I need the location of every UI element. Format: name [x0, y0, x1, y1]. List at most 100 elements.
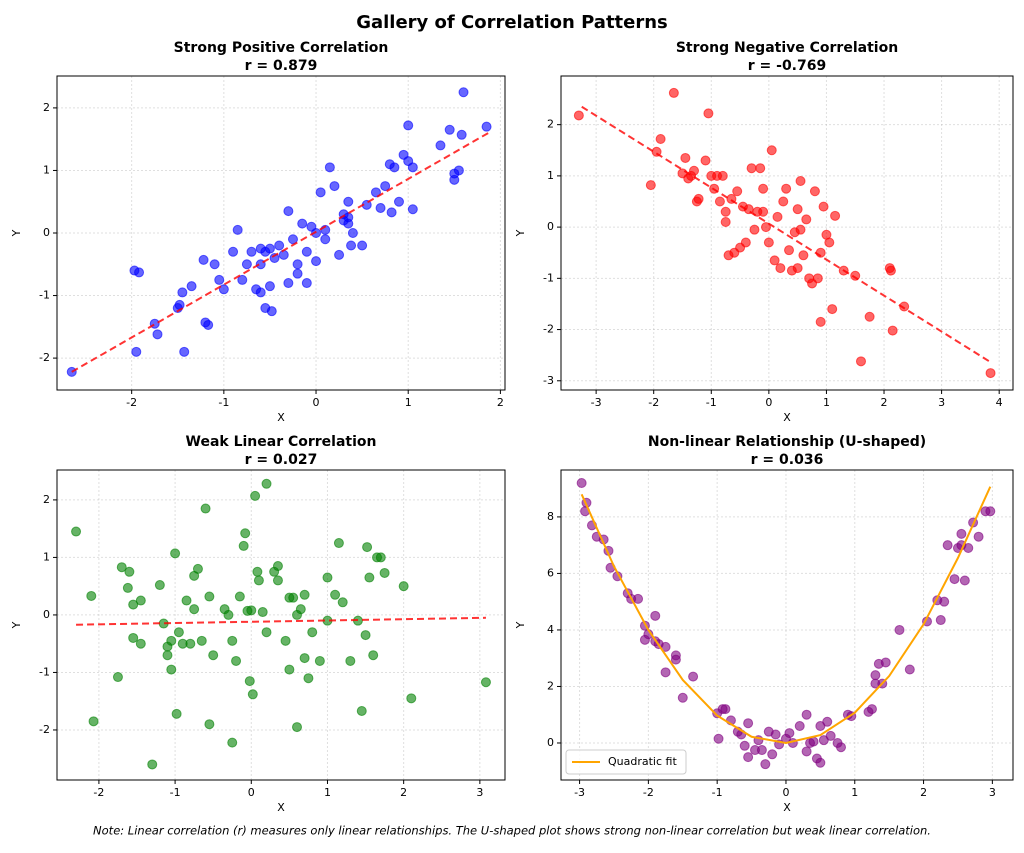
x-axis-label: X	[277, 801, 285, 814]
footnote: Note: Linear correlation (r) measures on…	[93, 824, 931, 838]
point	[449, 168, 460, 179]
x-tick-label: 2	[400, 786, 407, 799]
point	[760, 222, 771, 233]
point	[370, 187, 381, 198]
point	[714, 196, 725, 207]
point	[283, 278, 294, 289]
x-tick-label: 2	[881, 396, 888, 409]
point	[870, 670, 881, 681]
point	[315, 187, 326, 198]
point	[985, 506, 996, 517]
point	[162, 650, 173, 661]
point	[173, 627, 184, 638]
x-tick-label: 3	[938, 396, 945, 409]
y-tick-label: 4	[547, 623, 554, 636]
point	[770, 729, 781, 740]
y-tick-label: 2	[43, 101, 50, 114]
point	[836, 742, 847, 753]
point	[866, 704, 877, 715]
point	[292, 722, 302, 733]
x-tick-label: -2	[126, 396, 137, 409]
point	[407, 204, 418, 215]
y-tick-label: 1	[43, 550, 50, 563]
fit-line	[580, 486, 992, 745]
point	[775, 263, 786, 274]
point	[480, 677, 491, 688]
point	[825, 730, 836, 741]
point	[231, 655, 242, 666]
point	[700, 155, 711, 166]
point	[181, 595, 192, 606]
subplot-subtitle: r = -0.769	[748, 58, 826, 74]
point	[720, 206, 731, 217]
y-tick-label: 6	[547, 566, 554, 579]
x-tick-label: -1	[218, 396, 229, 409]
axes-frame	[560, 75, 1014, 391]
point	[795, 224, 806, 235]
subplot-subtitle: r = 0.879	[245, 58, 318, 74]
x-tick-label: 3	[476, 786, 483, 799]
point	[824, 237, 835, 248]
x-tick-label: -2	[643, 786, 654, 799]
subplot-subtitle: r = 0.036	[751, 452, 824, 468]
x-tick-label: 2	[920, 786, 927, 799]
point	[379, 567, 390, 578]
point	[203, 319, 214, 330]
point	[252, 566, 263, 577]
point	[794, 721, 805, 732]
point	[124, 566, 135, 577]
point	[407, 162, 418, 173]
y-tick-label: 1	[43, 163, 50, 176]
point	[311, 256, 322, 267]
point	[720, 704, 731, 715]
point	[292, 268, 303, 279]
point	[135, 595, 146, 606]
point	[458, 87, 469, 98]
x-axis-label: X	[277, 411, 285, 424]
point	[481, 121, 492, 132]
figure-title: Gallery of Correlation Patterns	[356, 12, 668, 33]
point	[88, 716, 99, 727]
point	[303, 673, 314, 684]
point	[784, 245, 795, 256]
fit-line	[581, 105, 993, 364]
point	[261, 478, 272, 489]
point	[284, 664, 295, 675]
point	[347, 228, 358, 238]
point	[322, 572, 333, 583]
point	[274, 240, 285, 251]
point	[375, 552, 386, 563]
point	[162, 641, 173, 652]
point	[343, 196, 354, 207]
point	[758, 183, 769, 194]
x-tick-label: 2	[497, 396, 504, 409]
y-tick-label: -2	[39, 723, 50, 736]
point	[792, 204, 803, 215]
x-axis-label: X	[783, 411, 791, 424]
point	[693, 193, 704, 204]
point	[769, 255, 780, 266]
point	[154, 580, 165, 591]
point	[356, 705, 367, 716]
point	[830, 210, 841, 221]
point	[278, 249, 289, 260]
point	[218, 284, 229, 295]
point	[403, 120, 414, 131]
point	[170, 548, 181, 559]
point	[963, 542, 974, 553]
y-tick-label: -3	[543, 374, 554, 387]
point	[330, 589, 341, 600]
y-tick-label: 8	[547, 510, 554, 523]
point	[393, 196, 404, 207]
x-tick-label: 0	[782, 786, 789, 799]
point	[822, 716, 833, 727]
point	[739, 740, 750, 751]
point	[855, 356, 866, 367]
point	[680, 152, 691, 163]
point	[329, 181, 340, 192]
point	[253, 575, 264, 586]
point	[301, 246, 312, 257]
point	[234, 591, 245, 602]
point	[645, 180, 656, 191]
point	[171, 708, 182, 719]
